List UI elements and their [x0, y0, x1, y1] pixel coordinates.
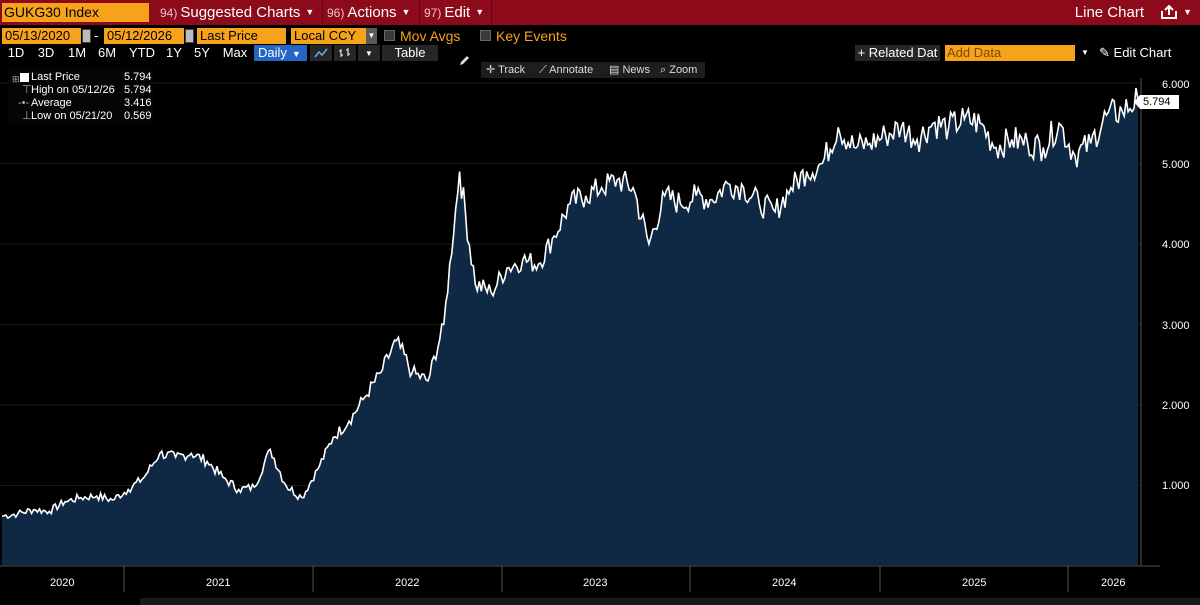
annotate-tool[interactable]: ⟋ Annotate [539, 64, 594, 76]
x-tick-label: 2026 [1101, 577, 1126, 589]
chevron-down-icon[interactable]: ▼ [1078, 45, 1092, 61]
table-button[interactable]: Table [382, 45, 438, 61]
field-select[interactable]: Last Price [197, 28, 286, 44]
news-tool[interactable]: ▤ News [609, 64, 650, 76]
period-row: 1D 3D 1M 6M YTD 1Y 5Y Max Daily ▼ ▼ Table… [0, 44, 1200, 62]
x-tick-label: 2024 [772, 577, 797, 589]
top-toolbar: GUKG30 Index 94) Suggested Charts ▼ 96) Act… [0, 0, 1200, 25]
legend-box: ⊞ Last Price 5.794 ⊤ High on 05/12/26 5.… [8, 69, 153, 125]
price-chart[interactable] [0, 62, 1200, 605]
chevron-down-icon: ▼ [291, 49, 301, 59]
date-separator: - [94, 28, 99, 43]
price-area [2, 88, 1138, 565]
add-data-input[interactable]: Add Data [945, 45, 1075, 61]
y-tick-label: 6.000 [1162, 79, 1190, 91]
period-1m[interactable]: 1M [67, 45, 87, 60]
period-1d[interactable]: 1D [7, 45, 25, 60]
last-price-badge: 5.794 [1134, 95, 1179, 109]
y-tick-label: 4.000 [1162, 239, 1190, 251]
x-tick-label: 2022 [395, 577, 420, 589]
y-tick-label: 5.000 [1162, 159, 1190, 171]
export-icon[interactable] [1160, 4, 1178, 20]
actions-menu[interactable]: 96) Actions ▼ [327, 4, 411, 21]
low-marker-icon: ⊥ [22, 110, 32, 122]
x-tick-label: 2025 [962, 577, 987, 589]
edit-chart-button[interactable]: ✎ Edit Chart [1096, 45, 1200, 61]
x-tick-label: 2020 [50, 577, 75, 589]
end-date-field[interactable]: 05/12/2026 [104, 28, 184, 44]
chevron-down-icon: ▼ [305, 7, 315, 17]
magnifier-icon: ⌕ [660, 64, 670, 76]
period-6m[interactable]: 6M [97, 45, 117, 60]
ticker-input[interactable]: GUKG30 Index [2, 3, 149, 22]
calendar-icon[interactable] [82, 29, 91, 43]
chart-tools: ✛ Track ⟋ Annotate ▤ News ⌕ Zoom [481, 62, 705, 78]
expand-icon: ⊞ [12, 74, 20, 84]
x-axis-ticks [123, 566, 1069, 592]
period-3d[interactable]: 3D [37, 45, 55, 60]
period-max[interactable]: Max [222, 45, 248, 60]
legend-low: ⊥ Low on 05/21/20 0.569 [22, 110, 152, 122]
period-5y[interactable]: 5Y [194, 45, 210, 60]
edit-menu[interactable]: 97) Edit ▼ [424, 4, 485, 21]
bar-chart-icon[interactable] [334, 45, 356, 61]
settings-row: 05/13/2020 - 05/12/2026 Last Price Local… [0, 26, 1200, 65]
chevron-down-icon[interactable]: ▼ [1183, 7, 1192, 17]
mov-avgs-label[interactable]: Mov Avgs [400, 28, 461, 44]
scrollbar[interactable] [140, 598, 1200, 605]
pencil-icon[interactable] [458, 55, 470, 67]
track-tool[interactable]: ✛ Track [486, 64, 526, 76]
x-tick-label: 2023 [583, 577, 608, 589]
zoom-tool[interactable]: ⌕ Zoom [660, 64, 698, 76]
period-1y[interactable]: 1Y [166, 45, 182, 60]
divider [322, 2, 323, 23]
period-ytd[interactable]: YTD [129, 45, 155, 60]
suggested-charts-menu[interactable]: 94) Suggested Charts ▼ [160, 4, 315, 21]
price-line [1, 87, 1139, 520]
chart-type-label[interactable]: Line Chart [1074, 4, 1144, 21]
divider [419, 2, 420, 23]
divider [491, 2, 492, 23]
key-events-label[interactable]: Key Events [496, 28, 567, 44]
y-tick-label: 2.000 [1162, 400, 1190, 412]
legend-average: -•- Average 3.416 [18, 97, 152, 109]
color-swatch [20, 73, 29, 82]
chevron-down-icon[interactable]: ▼ [358, 45, 380, 61]
key-events-checkbox[interactable] [480, 30, 491, 41]
calendar-icon[interactable] [185, 29, 194, 43]
crosshair-icon: ✛ [486, 64, 499, 76]
y-tick-label: 1.000 [1162, 480, 1190, 492]
chevron-down-icon: ▼ [401, 7, 411, 17]
high-marker-icon: ⊤ [22, 84, 32, 96]
wrench-icon: ✎ [1099, 45, 1110, 60]
frequency-select[interactable]: Daily ▼ [254, 45, 307, 61]
average-marker-icon: -•- [18, 97, 30, 109]
currency-select[interactable]: Local CCY [291, 28, 366, 44]
line-chart-icon[interactable] [310, 45, 332, 61]
start-date-field[interactable]: 05/13/2020 [2, 28, 81, 44]
chevron-down-icon: ▼ [475, 7, 485, 17]
news-icon: ▤ [609, 64, 623, 76]
pencil-icon: ⟋ [539, 64, 550, 76]
related-data-button[interactable]: + Related Dat [855, 45, 940, 61]
legend-high: ⊤ High on 05/12/26 5.794 [22, 84, 152, 96]
legend-last-price[interactable]: ⊞ Last Price 5.794 [8, 71, 153, 84]
mov-avgs-checkbox[interactable] [384, 30, 395, 41]
chevron-down-icon[interactable]: ▼ [366, 28, 377, 44]
x-tick-label: 2021 [206, 577, 231, 589]
y-tick-label: 3.000 [1162, 320, 1190, 332]
